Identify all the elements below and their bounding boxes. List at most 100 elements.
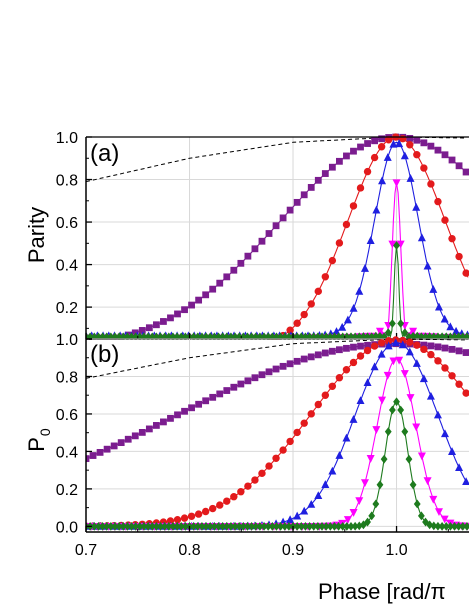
data-point (124, 435, 132, 443)
data-point (187, 512, 196, 520)
data-point (446, 322, 455, 331)
data-point (115, 521, 123, 531)
y-tick-label: 1.0 (56, 130, 78, 147)
data-point (349, 415, 358, 423)
data-point (451, 332, 458, 340)
data-point (194, 332, 202, 340)
data-point (230, 266, 238, 274)
data-point (357, 143, 364, 151)
data-point (441, 364, 449, 372)
data-point (355, 497, 364, 506)
data-point (235, 521, 243, 531)
data-point (95, 521, 102, 531)
data-point (272, 222, 280, 230)
data-point (393, 397, 400, 407)
panel-a-data (86, 133, 469, 353)
data-point (448, 345, 456, 353)
envelope-dashed-line (86, 136, 467, 183)
data-point (160, 318, 167, 325)
data-point (417, 452, 426, 461)
panel-b-label: (b) (90, 341, 119, 368)
data-point (452, 326, 461, 335)
data-point (448, 372, 456, 380)
y-tick-label: 0.4 (56, 444, 78, 461)
data-point (427, 350, 435, 359)
data-point (356, 352, 365, 360)
data-point (198, 332, 206, 340)
data-point (265, 462, 273, 470)
series-line (86, 401, 468, 527)
data-point (210, 521, 218, 531)
data-point (360, 479, 369, 488)
data-point (314, 521, 322, 531)
data-point (286, 515, 295, 524)
data-point (181, 332, 189, 340)
data-point (202, 346, 209, 353)
data-point (434, 357, 442, 365)
data-point (459, 332, 467, 340)
data-point (265, 230, 273, 237)
data-point (409, 480, 417, 490)
data-point (300, 191, 308, 199)
data-point (302, 332, 309, 340)
data-point (223, 521, 231, 531)
data-point (268, 521, 276, 531)
data-point (124, 521, 131, 531)
data-point (370, 362, 379, 371)
data-point (342, 433, 351, 442)
data-point (251, 245, 259, 253)
data-point (401, 328, 409, 338)
data-point (314, 400, 322, 409)
data-point (148, 521, 156, 531)
data-point (441, 344, 449, 352)
data-point (357, 342, 364, 350)
data-point (419, 374, 428, 383)
data-point (216, 501, 224, 509)
data-point (169, 521, 177, 531)
data-point (427, 180, 435, 188)
data-point (409, 327, 418, 336)
data-point (371, 137, 378, 145)
data-point (455, 463, 464, 472)
data-point (89, 452, 97, 459)
data-point (314, 176, 322, 184)
data-point (463, 521, 469, 531)
data-point (256, 521, 264, 531)
data-point (434, 343, 442, 351)
data-point (167, 314, 174, 322)
data-point (264, 332, 272, 340)
data-point (180, 514, 189, 522)
data-point (364, 140, 371, 147)
data-point (364, 332, 371, 340)
data-point (145, 324, 153, 332)
data-point (356, 184, 365, 192)
data-point (223, 332, 231, 340)
data-point (231, 521, 239, 531)
data-point (177, 521, 185, 531)
data-point (128, 521, 135, 531)
data-point (293, 511, 302, 520)
data-point (119, 521, 127, 531)
data-point (406, 141, 414, 149)
data-point (389, 357, 398, 366)
data-point (223, 273, 231, 281)
data-point (244, 252, 252, 260)
data-point (398, 340, 407, 349)
data-point (377, 339, 386, 347)
data-point (462, 349, 469, 356)
data-point (349, 202, 358, 210)
data-point (438, 332, 446, 340)
data-point (223, 345, 230, 352)
data-point (438, 521, 446, 531)
data-point (157, 521, 164, 531)
data-point (384, 427, 392, 437)
data-point (251, 374, 259, 382)
data-point (356, 396, 365, 405)
data-point (194, 521, 202, 531)
data-point (125, 346, 132, 353)
y-tick-label: 0.2 (56, 300, 78, 317)
data-point (190, 332, 198, 340)
data-point (463, 332, 469, 340)
data-point (406, 134, 414, 142)
